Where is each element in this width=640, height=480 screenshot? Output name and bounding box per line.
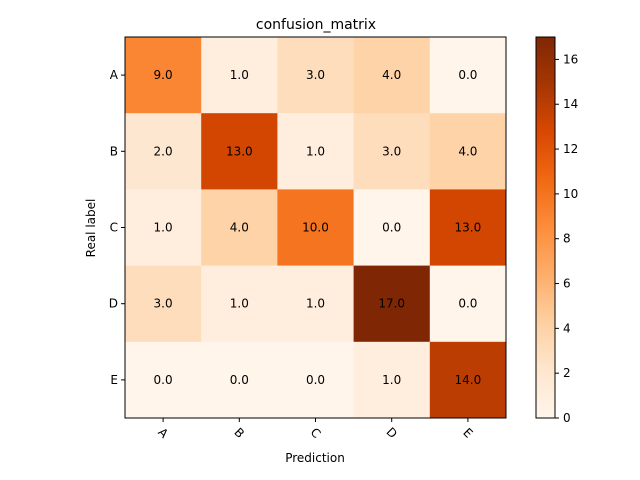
cell-value-label: 0.0 — [382, 221, 401, 235]
heatmap-cell — [125, 37, 202, 114]
cell-value-label: 3.0 — [382, 144, 401, 158]
y-tick-label: B — [110, 144, 118, 158]
cell-value-label: 0.0 — [154, 373, 173, 387]
heatmap-cell — [353, 37, 431, 114]
colorbar-tick-label: 2 — [563, 366, 571, 380]
heatmap-cell — [353, 113, 431, 190]
heatmap-cell — [429, 341, 507, 419]
cell-value-label: 1.0 — [382, 373, 401, 387]
cell-value-label: 4.0 — [458, 144, 477, 158]
x-axis-label: Prediction — [285, 451, 345, 465]
cell-value-label: 9.0 — [154, 68, 173, 82]
cell-value-label: 0.0 — [230, 373, 249, 387]
y-tick-label: D — [109, 297, 118, 311]
x-tick-label: D — [383, 425, 399, 441]
cell-value-label: 17.0 — [378, 297, 405, 311]
colorbar-tick-label: 8 — [563, 232, 571, 246]
heatmap-cell — [277, 341, 355, 419]
heatmap-cell — [125, 341, 202, 419]
heatmap-cell — [125, 189, 202, 267]
cell-value-label: 14.0 — [455, 373, 482, 387]
heatmap-cell — [429, 113, 507, 190]
heatmap-cell — [125, 113, 202, 190]
heatmap-cell — [201, 37, 278, 114]
cell-value-label: 1.0 — [306, 144, 325, 158]
cell-value-label: 4.0 — [382, 68, 401, 82]
heatmap-cell — [201, 113, 278, 190]
heatmap-cell — [429, 37, 507, 114]
cell-value-label: 4.0 — [230, 221, 249, 235]
heatmap-cell — [353, 341, 431, 419]
colorbar-tick-label: 6 — [563, 277, 571, 291]
y-tick-label: E — [110, 373, 118, 387]
x-tick-label: B — [231, 425, 247, 441]
heatmap-cell — [125, 265, 202, 343]
heatmap-cell — [277, 189, 355, 267]
y-axis-label: Real label — [84, 199, 98, 258]
heatmap-cell — [277, 265, 355, 343]
cell-value-label: 10.0 — [302, 221, 329, 235]
colorbar-tick-label: 0 — [563, 411, 571, 425]
heatmap-cell — [201, 189, 278, 267]
colorbar-tick-label: 12 — [563, 142, 578, 156]
colorbar-tick-label: 10 — [563, 187, 578, 201]
heatmap-cell-labels: 9.0 1.0 3.0 4.0 0.0 2.0 13.0 1.0 3.0 4.0 1.0 4.0 10.… — [154, 68, 482, 387]
heatmap-cell — [353, 189, 431, 267]
x-tick-label: E — [460, 425, 475, 440]
colorbar-ticks: 0 2 4 6 8 10 12 14 16 — [555, 52, 578, 425]
x-axis-ticks: A B C D E — [155, 418, 476, 441]
colorbar-tick-label: 16 — [563, 52, 578, 66]
y-tick-label: A — [110, 68, 119, 82]
x-tick-label: A — [155, 425, 171, 441]
heatmap-cell — [429, 265, 507, 343]
heatmap-cell — [277, 113, 355, 190]
cell-value-label: 1.0 — [230, 297, 249, 311]
cell-value-label: 13.0 — [455, 221, 482, 235]
cell-value-label: 0.0 — [458, 297, 477, 311]
heatmap-cell — [201, 341, 278, 419]
heatmap-cell — [353, 265, 431, 343]
heatmap-cell — [429, 189, 507, 267]
cell-value-label: 0.0 — [306, 373, 325, 387]
heatmap-cell — [201, 265, 278, 343]
cell-value-label: 0.0 — [458, 68, 477, 82]
cell-value-label: 1.0 — [154, 221, 173, 235]
cell-value-label: 2.0 — [154, 144, 173, 158]
cell-value-label: 1.0 — [230, 68, 249, 82]
x-tick-label: C — [308, 425, 324, 441]
colorbar-tick-label: 14 — [563, 97, 578, 111]
y-tick-label: C — [110, 221, 118, 235]
cell-value-label: 13.0 — [226, 144, 253, 158]
colorbar — [535, 36, 556, 419]
cell-value-label: 3.0 — [154, 297, 173, 311]
chart-title: confusion_matrix — [256, 17, 376, 33]
cell-value-label: 1.0 — [306, 297, 325, 311]
heatmap-cell — [277, 37, 355, 114]
heatmap-cells — [125, 37, 507, 419]
cell-value-label: 3.0 — [306, 68, 325, 82]
colorbar-tick-label: 4 — [563, 321, 571, 335]
y-axis-ticks: A B C D E — [109, 68, 125, 387]
